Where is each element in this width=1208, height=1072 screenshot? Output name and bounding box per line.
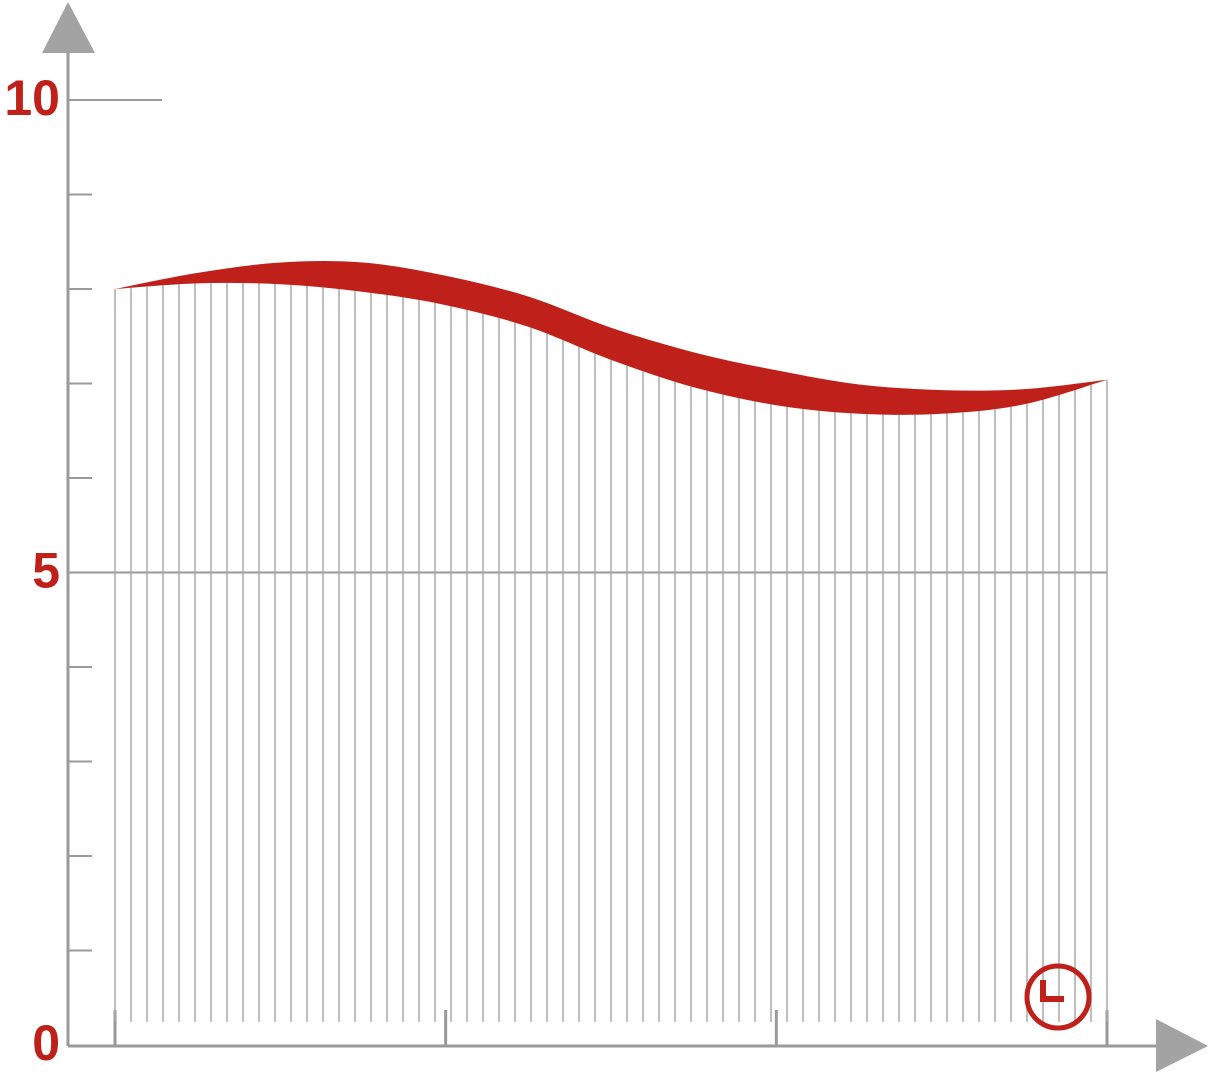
axes bbox=[42, 2, 1208, 1072]
band bbox=[115, 261, 1107, 415]
y-tick-label: 0 bbox=[32, 1015, 60, 1071]
y-tick-label: 5 bbox=[32, 543, 60, 599]
clock-icon bbox=[1024, 963, 1092, 1031]
y-tick-label: 10 bbox=[4, 70, 60, 126]
y-axis-arrow bbox=[42, 2, 95, 53]
x-axis-arrow bbox=[1156, 1019, 1208, 1072]
